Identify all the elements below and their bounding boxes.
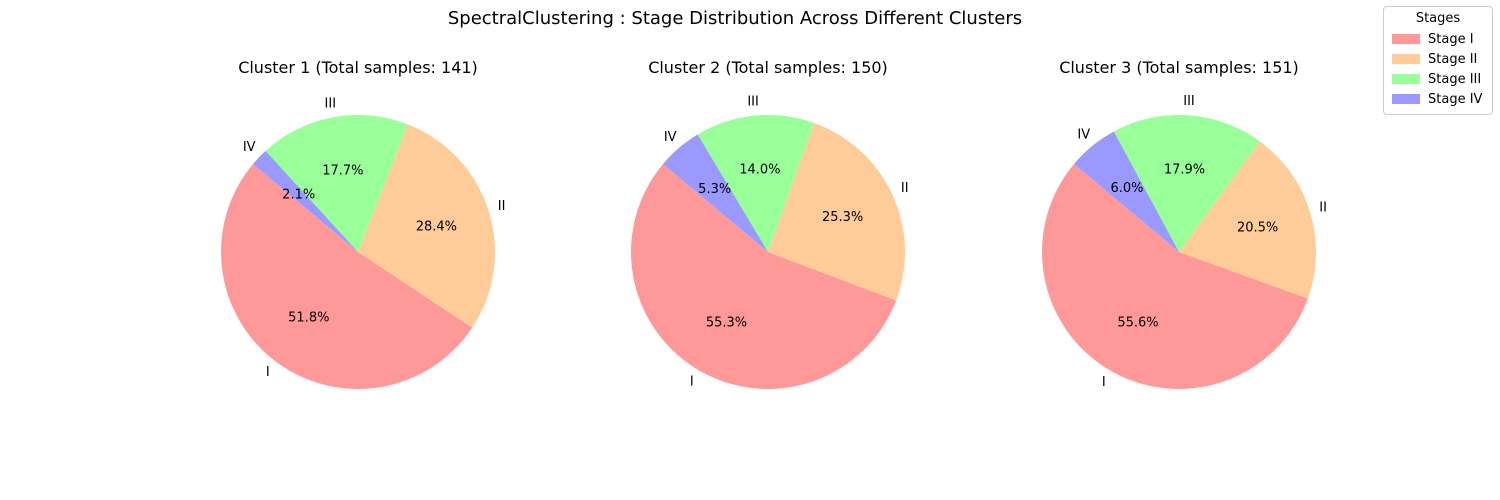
pie-cluster-3: Cluster 3 (Total samples: 151) I 55.6% II 2… <box>1042 58 1327 390</box>
pie-slice-cluster-1-stage-I <box>221 163 473 389</box>
pie-slice-cluster-1-stage-II <box>358 124 496 328</box>
pie-label-cluster-1-stage-III: III <box>325 96 337 111</box>
pie-cluster-2: Cluster 2 (Total samples: 150) I 55.3% II 2… <box>631 58 909 390</box>
legend-item-stage-3: Stage III <box>1392 69 1484 89</box>
legend-item-stage-1: Stage I <box>1392 29 1484 49</box>
pie-slice-cluster-3-stage-II <box>1179 141 1317 299</box>
legend-label-stage-4: Stage IV <box>1428 91 1483 107</box>
pie-slice-cluster-3-stage-III <box>1113 115 1260 253</box>
pie-pct-cluster-3-stage-II: 20.5% <box>1237 220 1278 235</box>
pie-pct-cluster-2-stage-I: 55.3% <box>706 315 747 330</box>
pie-pct-cluster-3-stage-IV: 6.0% <box>1110 181 1143 196</box>
pie-label-cluster-2-stage-IV: IV <box>664 130 677 145</box>
pie-slices-cluster-2 <box>631 115 905 389</box>
pie-slice-cluster-2-stage-I <box>631 163 897 389</box>
pie-pct-cluster-1-stage-IV: 2.1% <box>282 188 315 203</box>
pie-label-cluster-3-stage-IV: IV <box>1077 128 1090 143</box>
pie-label-cluster-3-stage-II: II <box>1319 200 1327 215</box>
legend-swatch-stage-4 <box>1392 94 1420 104</box>
legend: Stages Stage I Stage II Stage III Stage … <box>1383 6 1493 115</box>
legend-item-stage-2: Stage II <box>1392 49 1484 69</box>
pie-slice-cluster-1-stage-IV <box>253 150 358 252</box>
pie-label-cluster-3-stage-I: I <box>1102 375 1106 390</box>
pie-slice-cluster-2-stage-II <box>768 122 905 301</box>
legend-swatch-stage-1 <box>1392 34 1420 44</box>
pie-pct-cluster-2-stage-III: 14.0% <box>739 163 780 178</box>
pie-pct-cluster-1-stage-III: 17.7% <box>322 164 363 179</box>
pie-slices-cluster-1 <box>221 115 496 389</box>
pie-pct-cluster-3-stage-I: 55.6% <box>1117 316 1158 331</box>
pie-pct-cluster-1-stage-I: 51.8% <box>288 310 329 325</box>
legend-label-stage-1: Stage I <box>1428 31 1474 47</box>
pie-slices-cluster-3 <box>1042 115 1317 389</box>
pie-label-cluster-1-stage-IV: IV <box>243 140 256 155</box>
pie-slice-cluster-3-stage-IV <box>1074 131 1179 252</box>
legend-item-stage-4: Stage IV <box>1392 89 1484 109</box>
pie-title-cluster-1: Cluster 1 (Total samples: 141) <box>238 58 478 77</box>
pie-slice-cluster-2-stage-III <box>697 115 814 253</box>
pie-pct-cluster-1-stage-II: 28.4% <box>416 220 457 235</box>
pie-cluster-1: Cluster 1 (Total samples: 141) I 51.8% II 2… <box>221 58 505 389</box>
pie-slice-cluster-1-stage-III <box>265 115 408 252</box>
pie-labels-cluster-3: I 55.6% II 20.5% III 17.9% IV 6.0% <box>1077 94 1327 390</box>
pie-label-cluster-2-stage-I: I <box>690 375 694 390</box>
pie-label-cluster-3-stage-III: III <box>1183 94 1195 109</box>
pie-pct-cluster-2-stage-II: 25.3% <box>822 210 863 225</box>
legend-label-stage-3: Stage III <box>1428 71 1482 87</box>
pie-pct-cluster-2-stage-IV: 5.3% <box>698 182 731 197</box>
pie-pct-cluster-3-stage-III: 17.9% <box>1164 163 1205 178</box>
pie-label-cluster-2-stage-III: III <box>747 95 759 110</box>
pie-title-cluster-3: Cluster 3 (Total samples: 151) <box>1059 58 1299 77</box>
legend-label-stage-2: Stage II <box>1428 51 1478 67</box>
pie-labels-cluster-2: I 55.3% II 25.3% III 14.0% IV 5.3% <box>664 95 909 390</box>
legend-swatch-stage-2 <box>1392 54 1420 64</box>
legend-swatch-stage-3 <box>1392 74 1420 84</box>
pie-slice-cluster-3-stage-I <box>1042 163 1308 389</box>
pie-slice-cluster-2-stage-IV <box>663 134 768 252</box>
pie-label-cluster-2-stage-II: II <box>901 181 909 196</box>
figure-title: SpectralClustering : Stage Distribution … <box>448 8 1022 29</box>
pie-label-cluster-1-stage-I: I <box>266 365 270 380</box>
pie-labels-cluster-1: I 51.8% II 28.4% III 17.7% IV 2.1% <box>243 96 506 380</box>
legend-title: Stages <box>1415 11 1461 26</box>
pie-title-cluster-2: Cluster 2 (Total samples: 150) <box>648 58 888 77</box>
pie-label-cluster-1-stage-II: II <box>498 199 506 214</box>
